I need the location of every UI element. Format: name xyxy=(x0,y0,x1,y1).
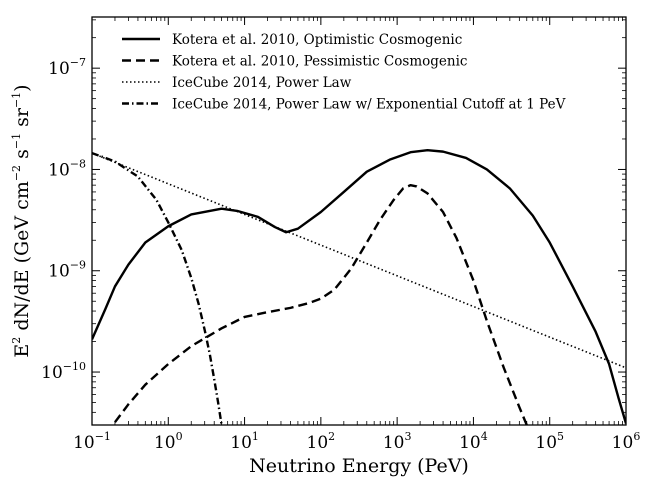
series-line-2 xyxy=(114,183,528,425)
x-axis-label: Neutrino Energy (PeV) xyxy=(249,455,469,477)
plot-frame xyxy=(91,16,627,426)
x-tick-label: 10−1 xyxy=(73,430,111,453)
legend-label-2: Kotera et al. 2010, Pessimistic Cosmogen… xyxy=(172,54,467,70)
x-tick-label: 100 xyxy=(154,430,183,453)
x-tick-label: 105 xyxy=(535,430,564,453)
x-tick-label: 102 xyxy=(307,430,336,453)
y-tick-label: 10−8 xyxy=(48,157,86,180)
legend-label-3: IceCube 2014, Power Law xyxy=(172,75,352,91)
x-tick-label: 104 xyxy=(459,430,488,453)
ticks-layer xyxy=(91,17,627,426)
y-axis-label: E2 dN/dE (GeV cm−2 s−1 sr−1) xyxy=(10,84,33,357)
y-tick-label: 10−7 xyxy=(48,56,86,79)
legend-label-4: IceCube 2014, Power Law w/ Exponential C… xyxy=(172,97,566,113)
legend: Kotera et al. 2010, Optimistic Cosmogeni… xyxy=(122,32,566,113)
series-layer xyxy=(92,148,626,425)
legend-label-1: Kotera et al. 2010, Optimistic Cosmogeni… xyxy=(172,32,462,48)
x-tick-label: 101 xyxy=(230,430,259,453)
y-tick-label: 10−10 xyxy=(41,360,86,383)
series-line-1 xyxy=(92,148,626,424)
x-tick-label: 106 xyxy=(612,430,641,453)
series-line-4 xyxy=(92,151,223,425)
series-line-3 xyxy=(92,152,626,369)
x-tick-label: 103 xyxy=(383,430,412,453)
y-tick-label: 10−9 xyxy=(48,259,86,282)
